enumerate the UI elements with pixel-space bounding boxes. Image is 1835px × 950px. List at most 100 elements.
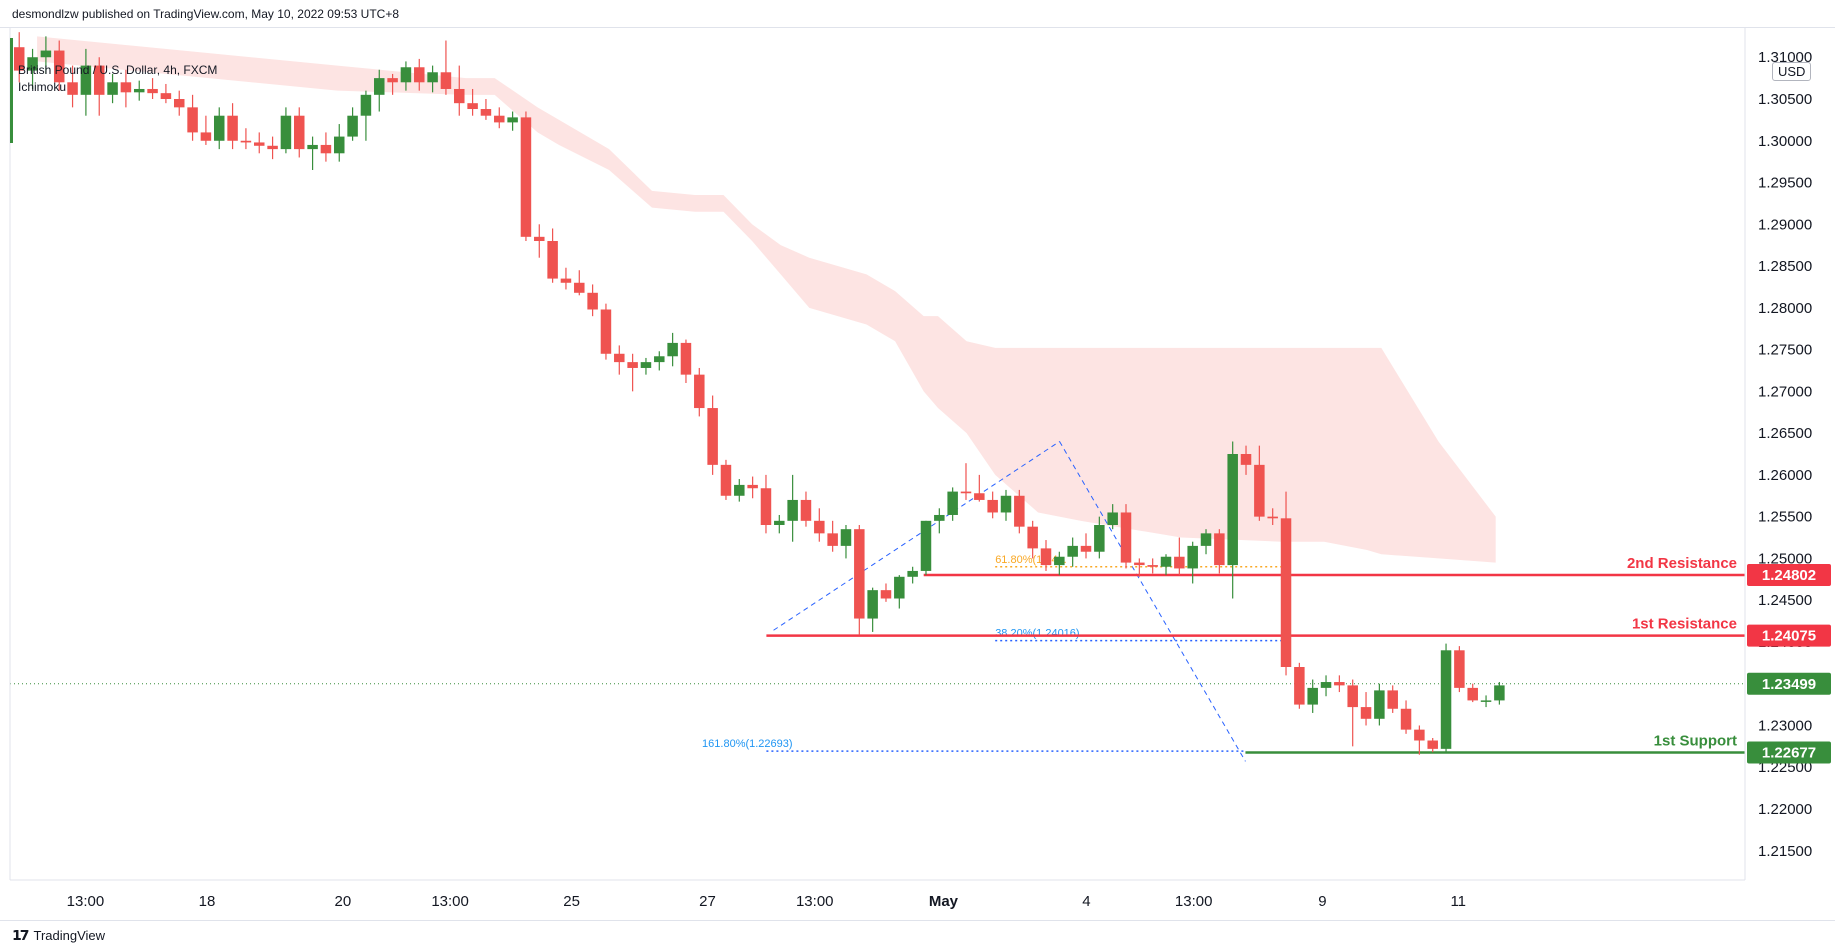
candle-body [213,115,225,141]
candle-body [1174,556,1185,569]
candle-body [147,88,158,94]
symbol-label: British Pound / U.S. Dollar, 4h, FXCM [18,63,218,77]
candle-body [907,570,918,577]
brand-label[interactable]: TradingView [33,928,106,943]
y-tick-label: 1.26500 [1758,425,1812,442]
candle-body [1067,545,1078,557]
publisher-header: desmondlzw published on TradingView.com,… [0,0,1835,28]
candle-body [760,488,772,525]
y-tick-label: 1.23000 [1758,717,1812,734]
candle-body [67,82,78,95]
candle-body [1147,565,1158,567]
candle-body [280,115,292,150]
candle-body [1307,687,1318,705]
x-tick-label: 11 [1450,893,1466,910]
candle-body [1280,518,1292,667]
x-tick-label: 13:00 [1175,893,1213,910]
candle-body [840,529,852,546]
y-tick-label: 1.30000 [1758,133,1812,150]
y-tick-label: 1.27000 [1758,383,1812,400]
footer: 𝟭𝟳 TradingView [0,920,1835,950]
candle-body [1387,690,1398,709]
x-tick-label: 4 [1082,893,1090,910]
candle-body [827,533,838,546]
candle-body [694,374,705,409]
candle-body [107,82,118,95]
candle-body [534,236,545,241]
axes-layer: 1.215001.220001.225001.230001.235001.240… [9,28,1812,910]
ichimoku-cloud [37,36,1496,563]
candle-body [1334,682,1345,686]
candle-body [440,72,452,89]
candle-body [294,115,305,150]
y-tick-label: 1.28000 [1758,300,1812,317]
candle-body [1320,682,1332,688]
price-chart[interactable]: 38.20%(1.24016)161.80%(1.22693)61.80%(1.… [0,28,1835,920]
currency-badge[interactable]: USD [1772,62,1812,81]
level-name-label: 2nd Resistance [1627,555,1737,572]
candle-body [920,520,932,571]
candle-body [93,65,105,95]
x-tick-label: 27 [699,893,716,910]
candle-body [27,57,38,71]
candle-body [507,117,518,123]
last-price-tag [1747,672,1831,695]
candle-body [1227,454,1238,566]
candle-body [800,499,812,521]
fibonacci-trendline [1059,441,1246,762]
candle-body [173,99,185,108]
candle-body [627,362,638,368]
candle-body [867,590,878,619]
candle-body [960,491,972,494]
x-tick-label: 18 [199,893,216,910]
y-tick-label: 1.31000 [1758,49,1812,66]
candle-body [454,88,465,104]
x-tick-label: 13:00 [67,893,105,910]
y-tick-label: 1.21500 [1758,843,1812,860]
indicator-label: Ichimoku [18,80,67,94]
fibonacci-trendline [773,441,1060,631]
candle-body [1440,650,1452,749]
candle-body [480,109,492,116]
candle-body [227,115,238,141]
y-tick-label: 1.26000 [1758,467,1812,484]
level-price-tag [1747,624,1831,647]
candle-body [654,356,665,363]
candle-body [133,88,145,93]
candle-body [1200,533,1212,546]
candle-body [400,67,412,83]
tradingview-logo-icon[interactable]: 𝟭𝟳 [12,927,30,943]
candle-body [1267,516,1278,519]
candle-body [1400,708,1412,730]
candle-body [680,342,692,375]
candle-body [240,140,252,143]
candle-body [387,78,398,83]
y-tick-label: 1.25000 [1758,550,1812,567]
candle-body [1294,667,1305,705]
candle-body [1414,729,1425,741]
candle-body [414,67,425,83]
candle-body [267,145,278,150]
x-tick-label: 13:00 [796,893,834,910]
y-tick-label: 1.25500 [1758,509,1812,526]
candle-body [1134,562,1145,566]
candle-body [614,353,625,363]
level-name-label: 1st Support [1654,732,1737,749]
candle-body [974,493,985,500]
level-price-label: 1.22677 [1762,744,1816,761]
candles-layer [13,32,1505,755]
y-tick-label: 1.29500 [1758,175,1812,192]
candle-body [574,282,585,293]
level-price-label: 1.24802 [1762,567,1816,584]
candle-body [734,484,745,496]
candle-body [1494,685,1505,701]
candle-body [1254,464,1265,517]
chart-area[interactable]: 38.20%(1.24016) 161.80%(1.22693) 61.80%(1.… [0,28,1835,920]
candle-body [427,72,438,83]
y-tick-label: 1.22000 [1758,801,1812,818]
x-tick-label: 25 [563,893,580,910]
level-price-tag [1747,563,1831,586]
level-name-label: 1st Resistance [1632,616,1737,633]
candle-body [1027,526,1038,549]
levels-layer: 2nd Resistance 1st Resistance 1st Support [10,555,1745,754]
